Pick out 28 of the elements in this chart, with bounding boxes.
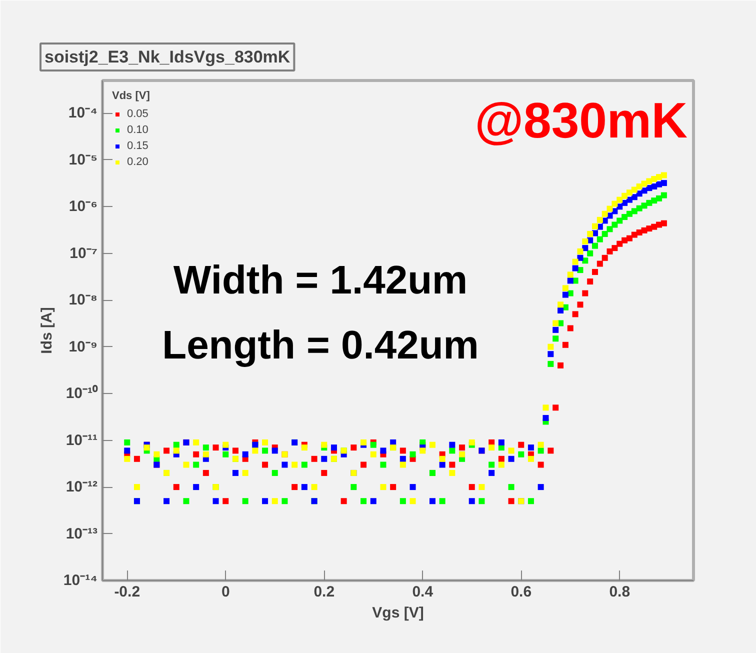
annotation: @830mK [474, 92, 688, 148]
y-tick-label: 10⁻⁷ [70, 244, 98, 262]
legend-label: 0.10 [127, 123, 148, 137]
x-tick-label: 0.2 [314, 584, 335, 600]
x-tick-label: 0.8 [609, 584, 630, 600]
x-tick-label: 0 [221, 584, 230, 600]
legend-label: 0.15 [127, 139, 148, 153]
y-tick-label: 10⁻¹³ [66, 525, 98, 542]
annotation: Width = 1.42um [173, 258, 468, 302]
y-tick-label: 10⁻¹² [66, 478, 98, 496]
y-tick-label: 10⁻⁵ [68, 151, 98, 168]
y-tick-label: 10⁻¹¹ [66, 432, 98, 449]
annotation: Length = 0.42um [162, 324, 479, 368]
legend-label: 0.05 [127, 107, 148, 121]
x-tick-label: 0.4 [412, 584, 434, 600]
x-tick-label: 0.6 [510, 584, 532, 600]
x-tick-label: -0.2 [114, 584, 140, 600]
y-tick-label: 10⁻⁶ [68, 198, 98, 216]
y-tick-label: 10⁻⁹ [68, 338, 98, 356]
chart-title: soistj2_E3_Nk_IdsVgs_830mK [44, 48, 291, 66]
legend-label: 0.20 [127, 155, 148, 169]
y-tick-label: 10⁻¹⁴ [63, 572, 98, 589]
legend-title: Vds [V] [112, 90, 150, 102]
y-tick-label: 10⁻⁴ [68, 104, 98, 122]
x-axis-title: Vgs [V] [372, 604, 424, 622]
y-tick-label: 10⁻¹⁰ [66, 384, 98, 402]
y-axis-title: Ids [A] [38, 307, 56, 354]
y-tick-label: 10⁻⁸ [68, 292, 98, 309]
